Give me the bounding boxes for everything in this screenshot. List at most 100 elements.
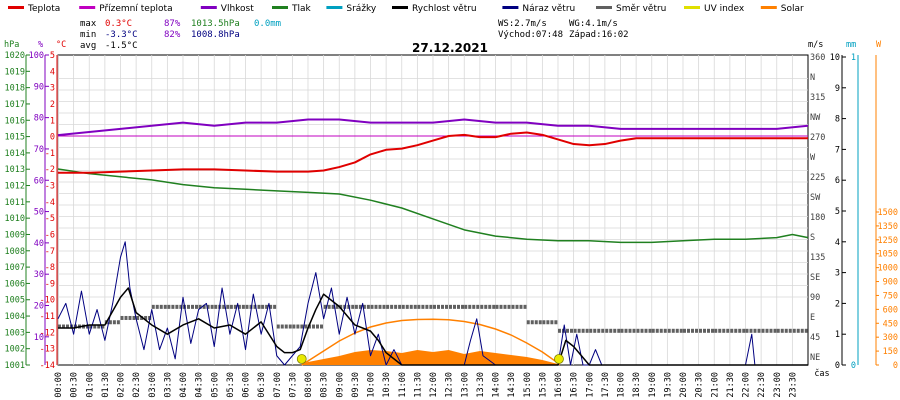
plot-area	[57, 54, 809, 366]
stat-sunset: Západ:16:02	[569, 30, 629, 40]
x-tick-label: 01:00	[85, 372, 95, 398]
pct-tick-label: 90	[34, 82, 44, 92]
temp-tick-label: -7	[45, 247, 55, 257]
stat-min-hum: 82%	[164, 30, 181, 40]
w-tick-label: 750	[883, 291, 898, 301]
legend-swatch-vlhkost	[200, 6, 217, 9]
x-tick-label: 03:00	[148, 372, 158, 398]
legend-label-teplota: Teplota	[27, 4, 60, 14]
hpa-tick-label: 1007	[5, 263, 25, 273]
wind-dir-point	[398, 304, 402, 309]
hpa-tick-label: 1004	[5, 312, 25, 322]
wind-dir-point	[503, 304, 507, 309]
w-tick-label: 1000	[878, 264, 898, 274]
pct-tick-label: 20	[34, 302, 44, 312]
x-tick-label: 19:00	[648, 372, 658, 398]
wind-gust-line	[57, 241, 808, 366]
x-tick-label: 11:30	[413, 372, 423, 398]
pct-tick-label: 10	[34, 333, 44, 343]
wind-dir-point	[370, 304, 374, 309]
wind-dir-point	[765, 328, 769, 333]
stat-min-press: 1008.8hPa	[191, 30, 240, 40]
wind-dir-point	[679, 328, 683, 333]
wind-dir-point	[585, 328, 589, 333]
x-tick-label: 22:00	[742, 372, 752, 398]
wind-dir-point	[718, 328, 722, 333]
wind-dir-point	[523, 304, 527, 309]
legend-label-pocitova: Přízemní teplota	[99, 4, 172, 14]
wind-dir-point	[780, 328, 784, 333]
stat-rain: 0.0mm	[254, 19, 281, 29]
wind-dir-point	[206, 304, 210, 309]
mm-tick-label: 1	[851, 53, 856, 63]
w-tick-label: 900	[883, 278, 898, 288]
temp-tick-label: -12	[40, 328, 55, 338]
wind-dir-point	[788, 328, 792, 333]
legend-label-naraz: Náraz větru	[522, 4, 575, 14]
wind-dir-point	[655, 328, 659, 333]
temp-tick-label: -3	[45, 182, 55, 192]
legend-swatch-uv	[684, 6, 700, 9]
pct-tick-label: 70	[34, 145, 44, 155]
wind-dir-point	[296, 324, 300, 329]
wind-dir-point	[378, 304, 382, 309]
wind-dir-point	[437, 304, 440, 309]
hpa-tick-label: 1006	[5, 279, 25, 289]
x-tick-label: 22:30	[757, 372, 767, 398]
x-tick-label: 23:00	[773, 372, 783, 398]
x-tick-label: 04:30	[195, 372, 205, 398]
legend-swatch-smer	[596, 6, 612, 9]
stat-min-temp: -3.3°C	[105, 30, 138, 40]
wind-dir-point	[546, 320, 550, 325]
hpa-tick-label: 1003	[5, 328, 25, 338]
wind-dir-point	[628, 328, 632, 333]
wind-dir-point	[101, 324, 105, 329]
wind-dir-point	[308, 324, 311, 329]
wind-dir-point	[358, 304, 362, 309]
w-axis-unit: W	[876, 40, 882, 50]
wind-dir-point	[241, 304, 245, 309]
wind-dir-point	[312, 324, 315, 329]
wind-dir-point	[179, 304, 183, 309]
hpa-tick-label: 1011	[5, 198, 25, 208]
wind-dir-point	[457, 304, 460, 309]
ms-tick-label: 1	[835, 330, 840, 340]
sunset-marker	[554, 354, 564, 364]
x-tick-label: 14:30	[507, 372, 517, 398]
legend-swatch-rychlost	[392, 6, 408, 9]
wind-dir-point	[366, 304, 370, 309]
wind-dir-point	[749, 328, 753, 333]
wind-dir-point	[433, 304, 436, 309]
dir-tick-label: 315	[810, 93, 825, 103]
chart-legend: Teplota Přízemní teplota Vlhkost Tlak Srážky…	[8, 4, 804, 14]
stat-wg: WG:4.1m/s	[569, 19, 618, 29]
dir-tick-label: 360	[810, 53, 825, 63]
pct-tick-label: 60	[34, 176, 44, 186]
wind-dir-point	[257, 304, 261, 309]
legend-swatch-srazky	[326, 6, 343, 9]
dir-tick-label: NW	[810, 113, 821, 123]
wind-dir-point	[742, 328, 746, 333]
wind-dir-point	[726, 328, 730, 333]
x-tick-label: 02:00	[117, 372, 127, 398]
dir-tick-label: 270	[810, 133, 825, 143]
wind-dir-point	[120, 315, 124, 320]
wind-dir-point	[589, 328, 593, 333]
wind-dir-point	[351, 304, 355, 309]
wind-dir-point	[707, 328, 710, 333]
chart-title: 27.12.2021	[412, 41, 488, 55]
dir-tick-label: 135	[810, 253, 825, 263]
wind-dir-point	[566, 328, 569, 333]
stat-avg-label: avg	[80, 41, 96, 51]
x-tick-label: 00:30	[70, 372, 80, 398]
dir-tick-label: 225	[810, 173, 825, 183]
wind-dir-point	[214, 304, 218, 309]
pct-tick-label: 50	[34, 208, 44, 218]
stat-min-label: min	[80, 30, 96, 40]
hpa-tick-label: 1002	[5, 345, 25, 355]
wind-dir-point	[362, 304, 366, 309]
wind-dir-point	[734, 328, 738, 333]
wind-dir-point	[796, 328, 800, 333]
wind-dir-point	[687, 328, 690, 333]
temp-tick-label: -4	[45, 198, 55, 208]
